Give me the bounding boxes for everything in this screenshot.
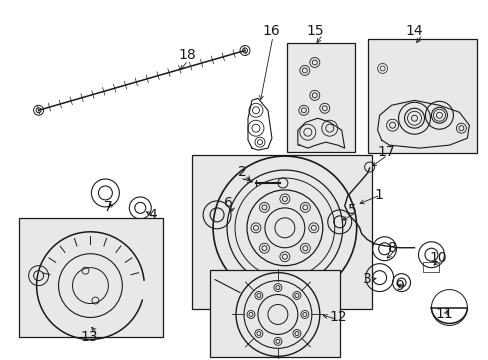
Bar bbox=[192, 155, 371, 310]
Bar bbox=[19, 218, 163, 337]
Bar bbox=[367, 39, 476, 153]
Text: 3: 3 bbox=[362, 271, 371, 285]
Text: 4: 4 bbox=[148, 208, 157, 222]
Text: 5: 5 bbox=[347, 203, 356, 217]
Text: 16: 16 bbox=[262, 23, 279, 37]
Bar bbox=[210, 270, 339, 357]
Text: 13: 13 bbox=[81, 330, 98, 345]
Text: 11: 11 bbox=[435, 307, 452, 321]
Text: 12: 12 bbox=[329, 310, 346, 324]
Text: 17: 17 bbox=[377, 145, 394, 159]
Text: 10: 10 bbox=[428, 251, 446, 265]
Text: 9: 9 bbox=[395, 279, 404, 293]
Bar bbox=[423, 262, 439, 272]
Text: 14: 14 bbox=[405, 23, 423, 37]
Text: 15: 15 bbox=[305, 23, 323, 37]
Text: 8: 8 bbox=[387, 241, 396, 255]
Text: 18: 18 bbox=[178, 49, 196, 63]
Text: 1: 1 bbox=[374, 188, 383, 202]
Text: 6: 6 bbox=[224, 196, 232, 210]
Text: 2: 2 bbox=[238, 165, 246, 179]
Text: 7: 7 bbox=[103, 200, 112, 214]
Bar bbox=[286, 42, 354, 152]
